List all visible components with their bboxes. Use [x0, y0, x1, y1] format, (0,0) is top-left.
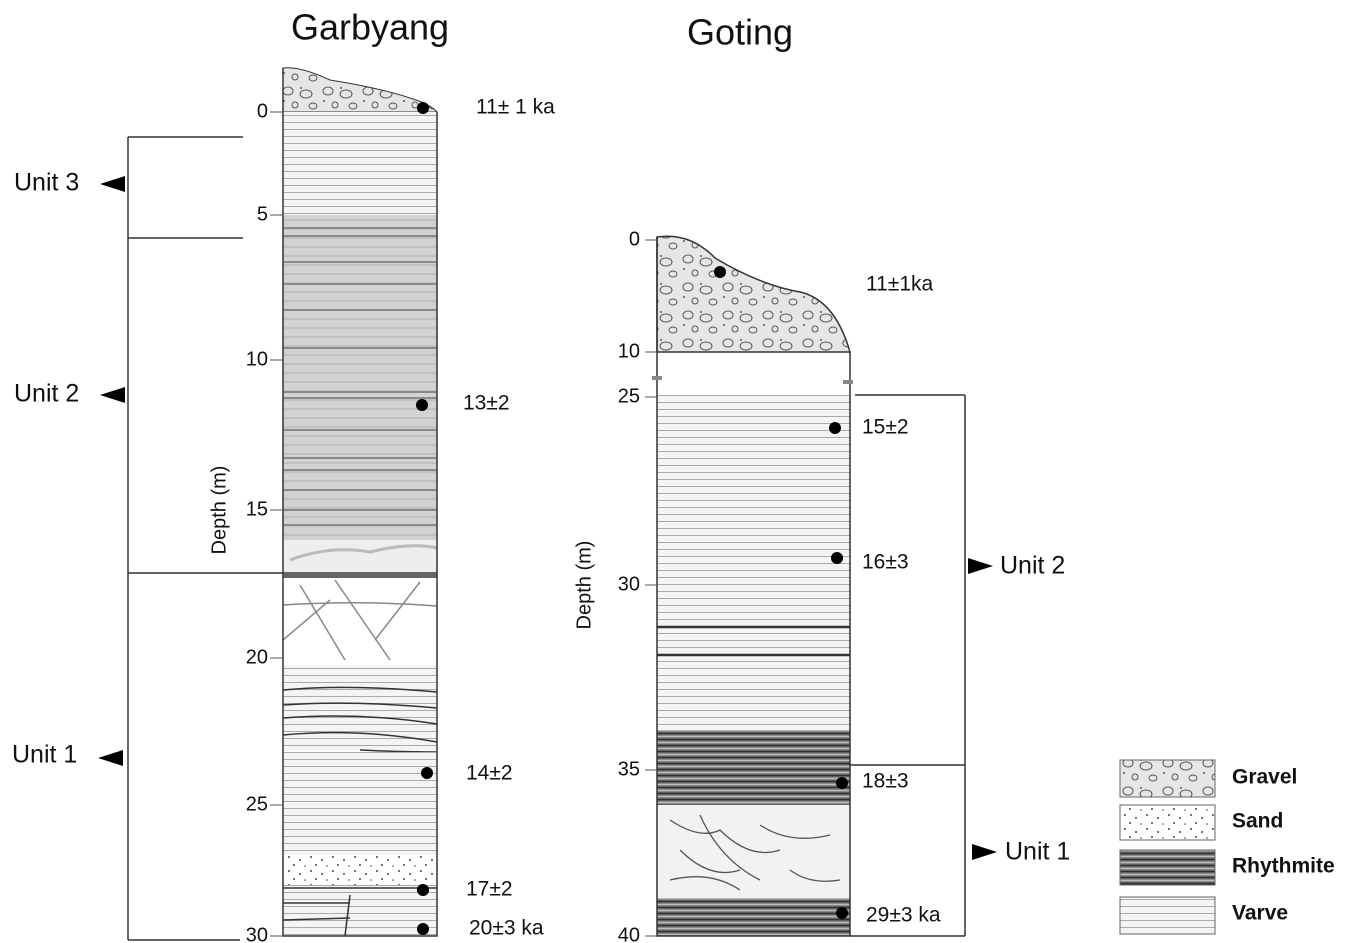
varve-layer: [283, 752, 437, 855]
gravel-layer: [283, 68, 437, 112]
sample-dot: [836, 777, 848, 789]
tick-label: 10: [618, 340, 640, 362]
sample-dot: [417, 923, 429, 935]
age-label: 14±2: [466, 762, 513, 785]
tick-label: 30: [246, 924, 268, 943]
age-label: 16±3: [862, 551, 909, 574]
stratigraphy-figure: Garbyang Depth (m) 0 5 10 15 20 25 30 11± 1 ka…: [0, 0, 1363, 943]
sample-dot: [416, 399, 428, 411]
tick-label: 35: [618, 758, 640, 780]
sample-dot: [417, 884, 429, 896]
varve-layer: [283, 665, 437, 750]
legend-swatch: [1120, 805, 1215, 840]
unit-label: Unit 2: [1000, 552, 1065, 580]
axis-label: Depth (m): [573, 541, 595, 630]
age-label: 20±3 ka: [469, 917, 544, 940]
sample-dot: [831, 552, 843, 564]
legend-swatch: [1120, 850, 1215, 885]
unit-bracket: [128, 137, 283, 940]
unit-label: Unit 1: [12, 741, 77, 769]
rhythmite-layer: [657, 898, 850, 936]
sample-dot: [829, 422, 841, 434]
varve-layer: [283, 215, 437, 540]
varve-layer: [657, 627, 850, 730]
unit-label: Unit 1: [1005, 838, 1070, 866]
varve-layer: [657, 395, 850, 627]
tick-label: 0: [257, 100, 268, 122]
dark-band: [283, 572, 437, 578]
age-label: 18±3: [862, 770, 909, 793]
break-marks: [652, 378, 853, 382]
tick-label: 10: [246, 348, 268, 370]
axis-label: Depth (m): [208, 466, 230, 555]
tick-label: 0: [629, 228, 640, 250]
tick-label: 30: [618, 573, 640, 595]
sample-dot: [421, 767, 433, 779]
legend-label: Rhythmite: [1232, 855, 1335, 878]
legend-label: Varve: [1232, 902, 1288, 925]
age-label: 11± 1 ka: [476, 96, 555, 119]
tick-label: 40: [618, 924, 640, 943]
age-label: 17±2: [466, 878, 513, 901]
column-title: Goting: [687, 12, 793, 53]
age-label: 13±2: [463, 392, 510, 415]
legend-swatch: [1120, 760, 1215, 797]
legend-label: Sand: [1232, 810, 1283, 833]
column-title: Garbyang: [291, 7, 449, 48]
rhythmite-layer: [657, 730, 850, 805]
sample-dot: [714, 266, 726, 278]
unit-bracket: [850, 395, 965, 936]
legend: Gravel Sand Rhythmite Varve: [1120, 760, 1335, 934]
tick-label: 25: [618, 385, 640, 407]
varve-layer: [283, 112, 437, 215]
varve-layer: [283, 885, 437, 936]
sample-dot: [417, 102, 429, 114]
unit-label: Unit 3: [14, 169, 79, 197]
tick-label: 20: [246, 646, 268, 668]
gravel-layer: [657, 236, 850, 352]
sand-layer: [283, 855, 437, 885]
unit-arrows: [968, 558, 997, 860]
unit-arrows: [98, 176, 125, 766]
tick-label: 15: [246, 498, 268, 520]
legend-swatch: [1120, 897, 1215, 934]
sample-dot: [836, 907, 848, 919]
goting-column: [652, 236, 853, 936]
garbyang-column: [283, 68, 437, 936]
tick-label: 25: [246, 793, 268, 815]
depth-ticks: 0 5 10 15 20 25 30: [246, 100, 283, 943]
depth-ticks: 0 10 25 30 35 40: [618, 228, 657, 943]
age-label: 11±1ka: [866, 273, 934, 296]
tick-label: 5: [257, 203, 268, 225]
age-label: 29±3 ka: [866, 904, 941, 927]
legend-label: Gravel: [1232, 766, 1297, 789]
unit-label: Unit 2: [14, 380, 79, 408]
age-label: 15±2: [862, 416, 909, 439]
